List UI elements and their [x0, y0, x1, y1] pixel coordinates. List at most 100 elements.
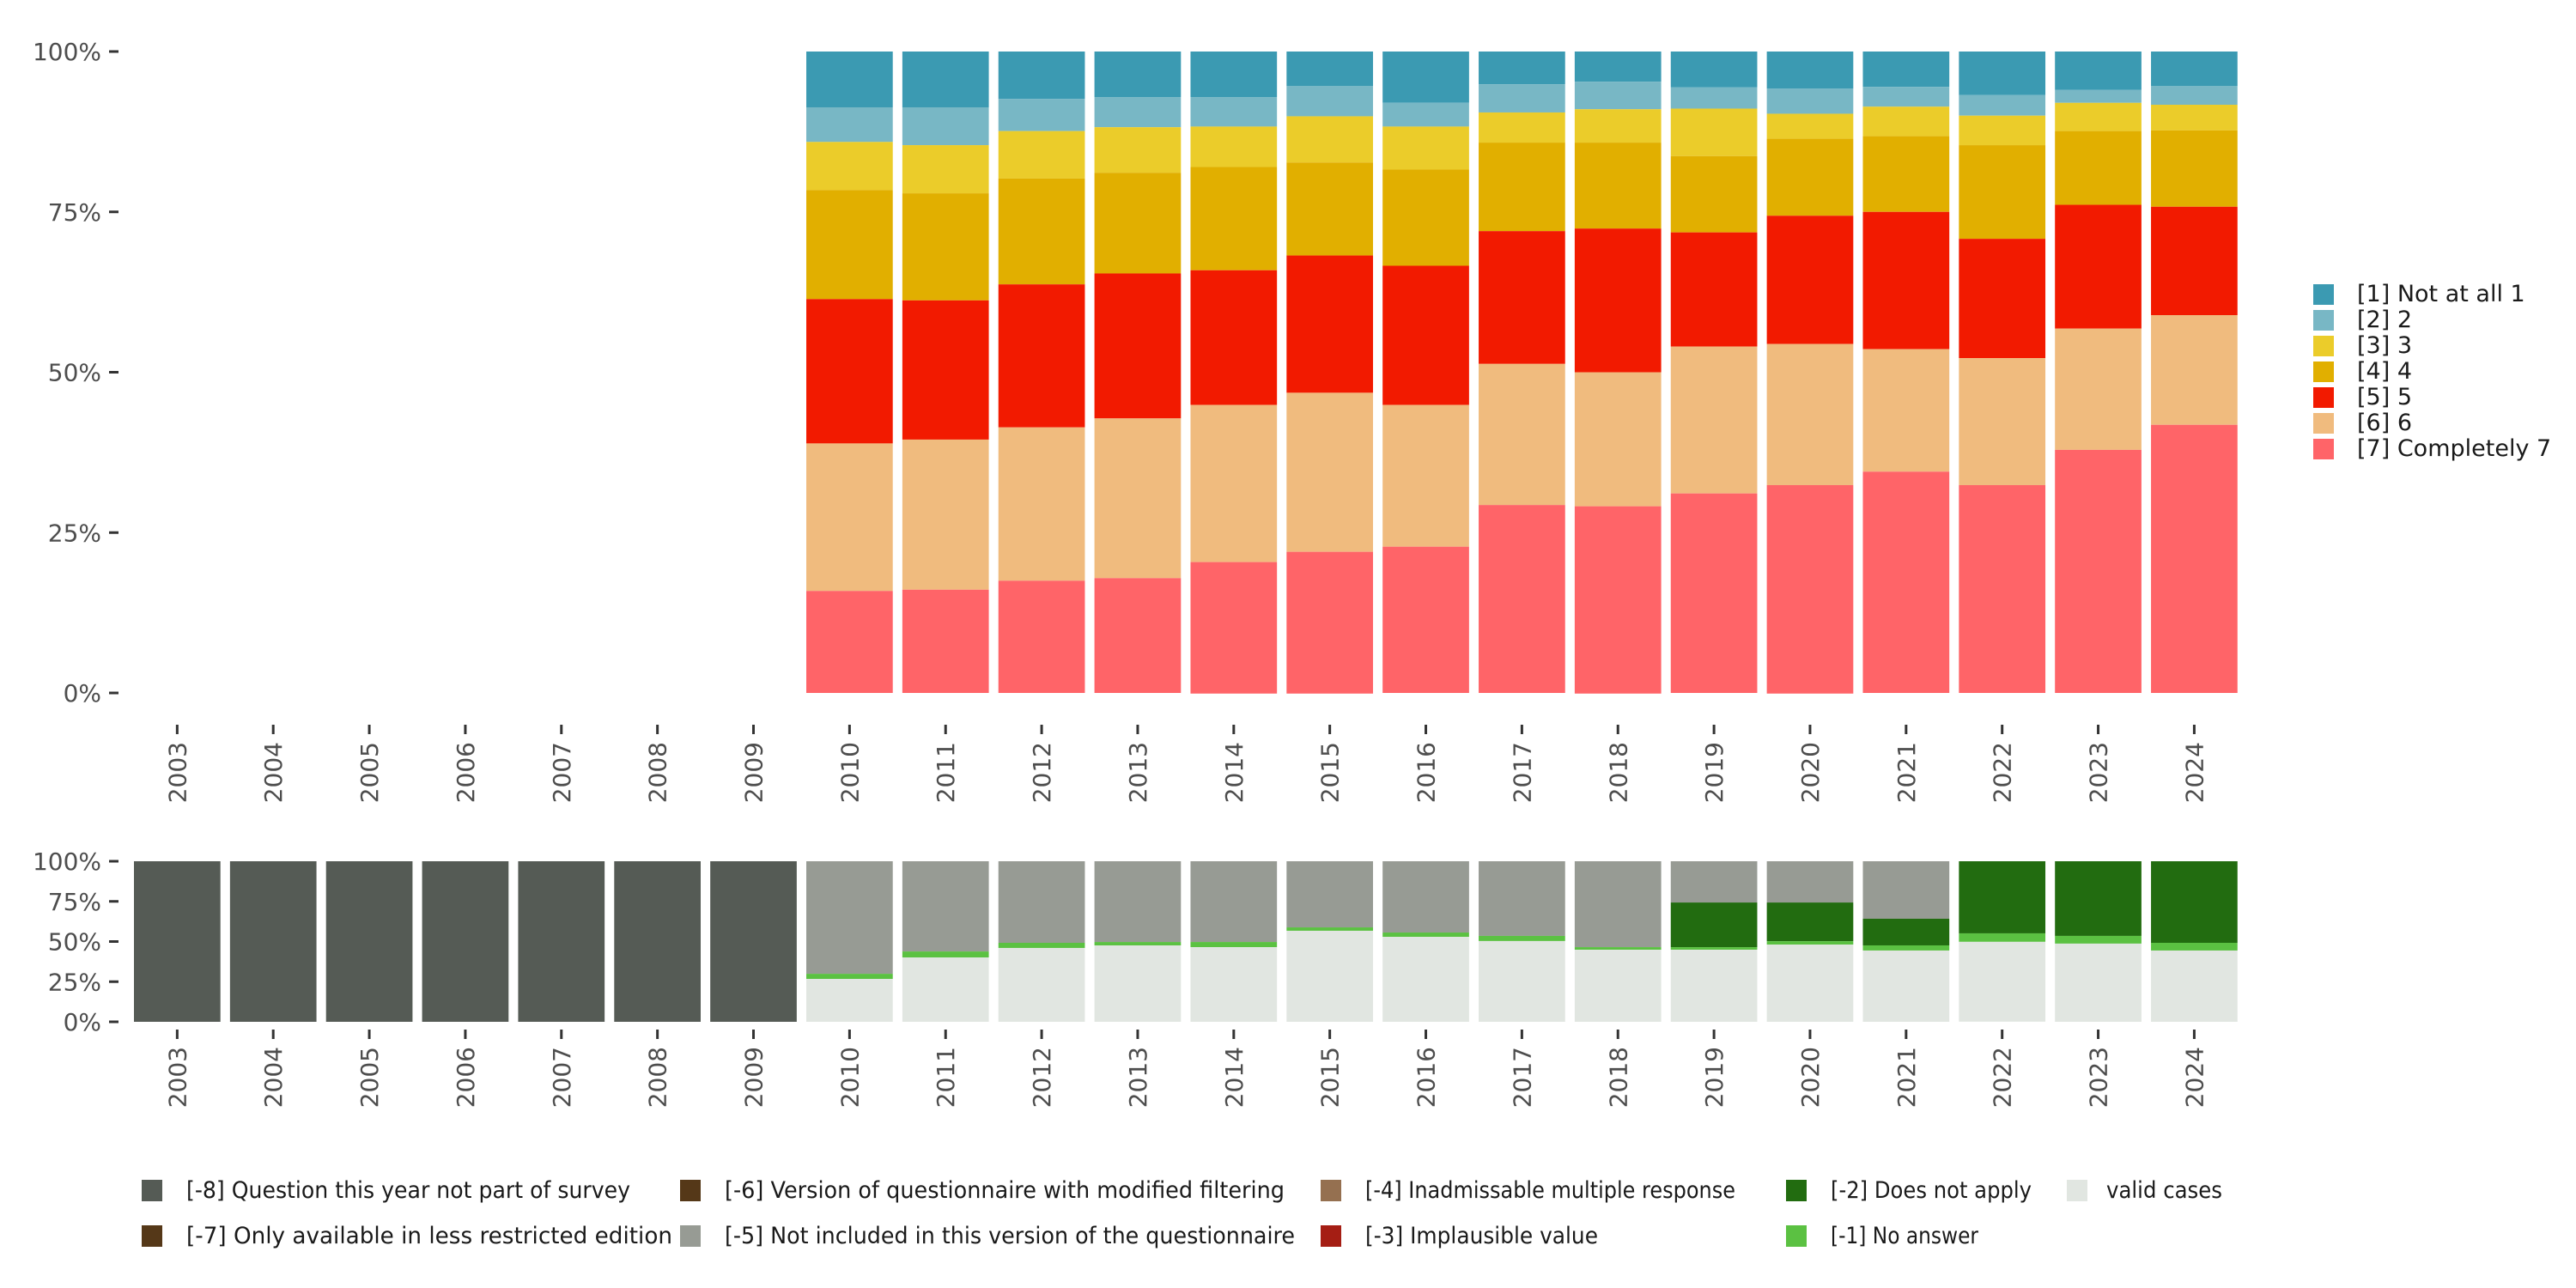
- bar-segment-5-5-2014: [1190, 270, 1278, 405]
- bar-segment-1-not-at-all-1-2010: [806, 52, 893, 107]
- bar-segment-6-6-2012: [998, 427, 1085, 581]
- bar-segment-2-2-2013: [1094, 97, 1182, 128]
- bar-segment-2-does-not-apply-2020: [1766, 902, 1854, 942]
- bar-segment-4-4-2018: [1574, 143, 1662, 229]
- bar-segment-2-does-not-apply-2019: [1670, 902, 1758, 948]
- bar-segment-5-not-included-in-this-version-of-the-questionnaire-2019: [1670, 861, 1758, 903]
- legend-item-3-implausible-value: [-3] Implausible value: [1321, 1223, 1598, 1249]
- y-tick-label: 25%: [48, 519, 101, 547]
- bar-segment-6-6-2010: [806, 443, 893, 592]
- bar-segment-7-completely-7-2022: [1959, 484, 2046, 693]
- legend-label: [1] Not at all 1: [2357, 281, 2525, 307]
- x-tick-label: 2019: [1700, 1047, 1728, 1108]
- y-tick-label: 0%: [64, 679, 101, 708]
- x-tick-label: 2016: [1413, 742, 1441, 803]
- x-tick-label: 2012: [1028, 742, 1056, 803]
- bar-segment-7-completely-7-2019: [1670, 493, 1758, 693]
- bar-segment-valid-cases-2017: [1479, 940, 1565, 1022]
- legend-key-5-not-included-in-this-version-of-the-questionnaire: [680, 1225, 701, 1247]
- bar-segment-4-4-2014: [1190, 167, 1278, 270]
- bar-segment-2-2-2016: [1382, 102, 1469, 127]
- legend-item-1-no-answer: [-1] No answer: [1786, 1223, 1979, 1249]
- x-tick-label: 2018: [1604, 1047, 1632, 1108]
- bar-segment-1-not-at-all-1-2024: [2151, 52, 2238, 87]
- bar-segment-5-not-included-in-this-version-of-the-questionnaire-2018: [1574, 861, 1662, 948]
- bar-segment-5-not-included-in-this-version-of-the-questionnaire-2010: [806, 861, 893, 975]
- bar-segment-valid-cases-2011: [902, 957, 989, 1022]
- x-tick-label: 2014: [1220, 1047, 1249, 1108]
- legend-label: [-3] Implausible value: [1365, 1223, 1598, 1249]
- bar-segment-4-4-2013: [1094, 173, 1182, 274]
- bar-segment-1-no-answer-2019: [1670, 947, 1758, 951]
- bottom-legend: [-8] Question this year not part of surv…: [142, 1177, 2222, 1249]
- bar-segment-1-not-at-all-1-2018: [1574, 52, 1662, 82]
- bar-segment-2-2-2011: [902, 106, 989, 146]
- bar-segment-valid-cases-2015: [1286, 930, 1374, 1022]
- x-tick-label: 2005: [355, 742, 384, 803]
- legend-key-4-4: [2313, 361, 2334, 382]
- bar-segment-4-4-2022: [1959, 145, 2046, 240]
- bar-segment-6-6-2017: [1479, 363, 1565, 506]
- bar-segment-1-no-answer-2016: [1382, 933, 1469, 938]
- legend-key-7-only-available-in-less-restricted-edition: [142, 1225, 162, 1247]
- bar-segment-7-completely-7-2013: [1094, 578, 1182, 693]
- legend-item-4-4: [4] 4: [2313, 358, 2412, 385]
- bar-segment-3-3-2024: [2151, 105, 2238, 131]
- bar-segment-8-question-this-year-not-part-of-survey-2008: [614, 861, 701, 1022]
- bar-segment-6-6-2011: [902, 439, 989, 590]
- legend-label: [6] 6: [2357, 410, 2412, 436]
- bar-segment-6-6-2016: [1382, 404, 1469, 547]
- bar-segment-1-no-answer-2021: [1862, 945, 1950, 951]
- legend-key-6-version-of-questionnaire-with-modified-filtering: [680, 1180, 701, 1201]
- x-tick-label: 2006: [452, 742, 480, 803]
- x-tick-label: 2022: [1989, 742, 2017, 803]
- bar-segment-valid-cases-2019: [1670, 950, 1758, 1022]
- legend-item-8-question-this-year-not-part-of-survey: [-8] Question this year not part of surv…: [142, 1177, 630, 1204]
- bar-segment-5-not-included-in-this-version-of-the-questionnaire-2017: [1479, 861, 1565, 936]
- bar-segment-6-6-2013: [1094, 418, 1182, 579]
- y-tick-label: 50%: [48, 928, 101, 957]
- bar-segment-1-not-at-all-1-2017: [1479, 52, 1565, 85]
- legend-key-1-no-answer: [1786, 1225, 1807, 1247]
- x-tick-label: 2014: [1220, 742, 1249, 803]
- y-tick-label: 75%: [48, 888, 101, 916]
- bar-segment-7-completely-7-2024: [2151, 424, 2238, 693]
- x-tick-label: 2004: [259, 1047, 288, 1108]
- bar-segment-2-does-not-apply-2021: [1862, 918, 1950, 945]
- bar-segment-1-no-answer-2022: [1959, 933, 2046, 942]
- bar-segment-6-6-2024: [2151, 315, 2238, 425]
- legend-item-7-completely-7: [7] Completely 7: [2313, 435, 2551, 462]
- bar-segment-7-completely-7-2010: [806, 591, 893, 693]
- bar-segment-5-5-2018: [1574, 228, 1662, 373]
- x-tick-label: 2024: [2180, 742, 2208, 803]
- x-tick-label: 2022: [1989, 1047, 2017, 1108]
- bar-segment-3-3-2015: [1286, 116, 1374, 163]
- bar-segment-valid-cases-2022: [1959, 941, 2046, 1022]
- bar-segment-1-not-at-all-1-2020: [1766, 52, 1854, 89]
- legend-key-3-3: [2313, 336, 2334, 356]
- bar-segment-7-completely-7-2017: [1479, 505, 1565, 693]
- bar-segment-1-not-at-all-1-2013: [1094, 52, 1182, 98]
- x-tick-label: 2008: [644, 742, 672, 803]
- legend-label: [7] Completely 7: [2357, 435, 2551, 462]
- bar-segment-2-does-not-apply-2022: [1959, 861, 2046, 933]
- x-tick-label: 2020: [1796, 1047, 1825, 1108]
- bar-segment-3-3-2012: [998, 131, 1085, 179]
- top-panel-responses: 0% 25% 50% 75% 100% 2003 2004 2005 2006 2007 2008…: [33, 38, 2238, 803]
- legend-label: [3] 3: [2357, 332, 2412, 359]
- bar-segment-7-completely-7-2012: [998, 580, 1085, 693]
- x-tick-label: 2017: [1508, 742, 1536, 803]
- bar-segment-4-4-2023: [2055, 131, 2142, 205]
- top-y-axis: 0% 25% 50% 75% 100%: [33, 38, 118, 708]
- bar-segment-3-3-2017: [1479, 112, 1565, 143]
- bar-segment-8-question-this-year-not-part-of-survey-2004: [229, 861, 317, 1022]
- bar-segment-5-5-2023: [2055, 204, 2142, 329]
- bar-segment-5-not-included-in-this-version-of-the-questionnaire-2013: [1094, 861, 1182, 943]
- bar-segment-2-does-not-apply-2023: [2055, 861, 2142, 936]
- x-tick-label: 2005: [355, 1047, 384, 1108]
- legend-label: [-4] Inadmissable multiple response: [1365, 1177, 1735, 1204]
- bar-segment-3-3-2016: [1382, 126, 1469, 170]
- bar-segment-3-3-2014: [1190, 126, 1278, 167]
- legend-key-2-does-not-apply: [1786, 1180, 1807, 1201]
- bar-segment-2-2-2023: [2055, 89, 2142, 103]
